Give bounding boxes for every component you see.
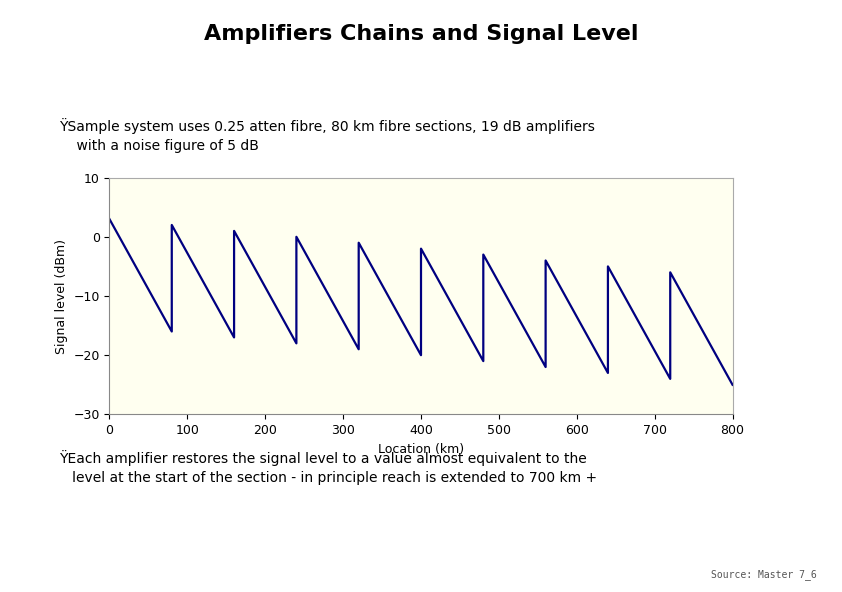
Text: level at the start of the section - in principle reach is extended to 700 km +: level at the start of the section - in p… [59,471,597,485]
Text: Source: Master 7_6: Source: Master 7_6 [711,570,817,580]
Text: with a noise figure of 5 dB: with a noise figure of 5 dB [59,139,258,153]
X-axis label: Location (km): Location (km) [378,443,464,456]
Text: ŸSample system uses 0.25 atten fibre, 80 km fibre sections, 19 dB amplifiers: ŸSample system uses 0.25 atten fibre, 80… [59,118,594,134]
Text: Amplifiers Chains and Signal Level: Amplifiers Chains and Signal Level [204,24,638,44]
Y-axis label: Signal level (dBm): Signal level (dBm) [55,239,68,353]
Text: ŸEach amplifier restores the signal level to a value almost equivalent to the: ŸEach amplifier restores the signal leve… [59,450,587,466]
